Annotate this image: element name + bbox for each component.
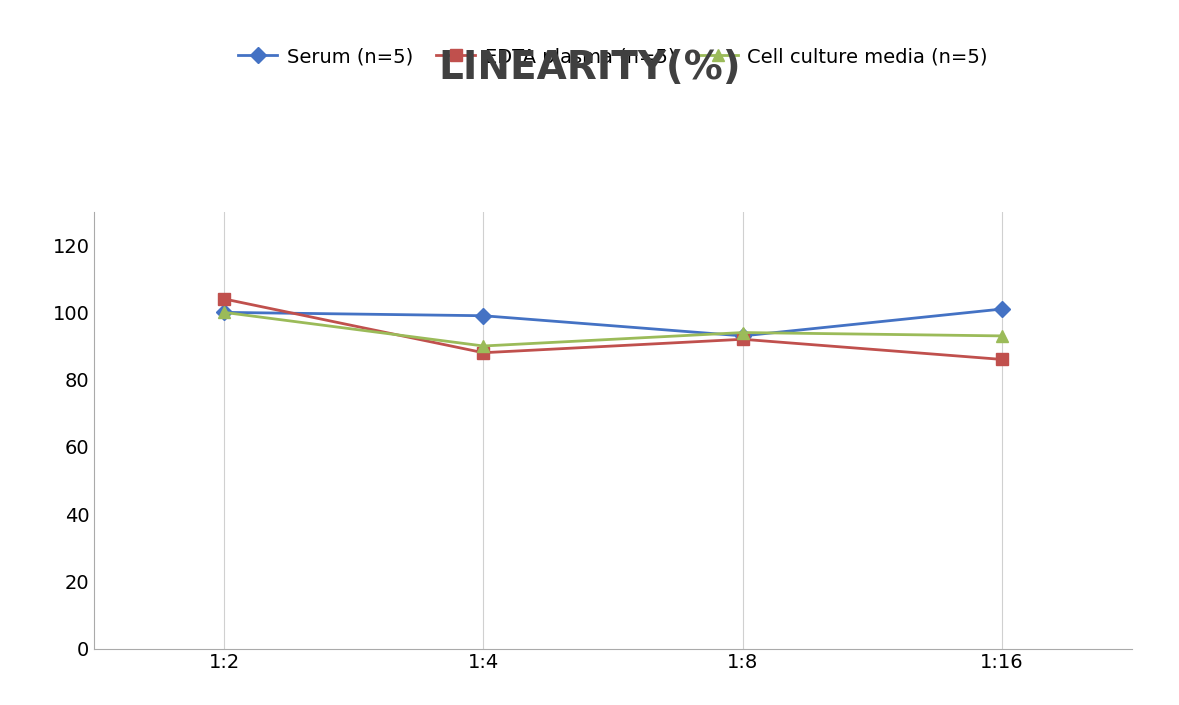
Text: LINEARITY(%): LINEARITY(%)	[439, 49, 740, 87]
EDTA plasma (n=5)	[217, 295, 231, 303]
Line: Cell culture media (n=5): Cell culture media (n=5)	[218, 307, 1008, 352]
Cell culture media (n=5)	[736, 329, 750, 337]
Serum (n=5)	[217, 308, 231, 317]
Legend: Serum (n=5), EDTA plasma (n=5), Cell culture media (n=5): Serum (n=5), EDTA plasma (n=5), Cell cul…	[229, 37, 997, 76]
Line: EDTA plasma (n=5): EDTA plasma (n=5)	[218, 293, 1008, 365]
Serum (n=5)	[476, 312, 490, 320]
Serum (n=5)	[995, 305, 1009, 313]
Cell culture media (n=5)	[217, 308, 231, 317]
Line: Serum (n=5): Serum (n=5)	[218, 303, 1008, 341]
Serum (n=5)	[736, 331, 750, 340]
EDTA plasma (n=5)	[995, 355, 1009, 364]
EDTA plasma (n=5)	[476, 348, 490, 357]
Cell culture media (n=5)	[995, 331, 1009, 340]
EDTA plasma (n=5)	[736, 335, 750, 343]
Cell culture media (n=5)	[476, 342, 490, 350]
